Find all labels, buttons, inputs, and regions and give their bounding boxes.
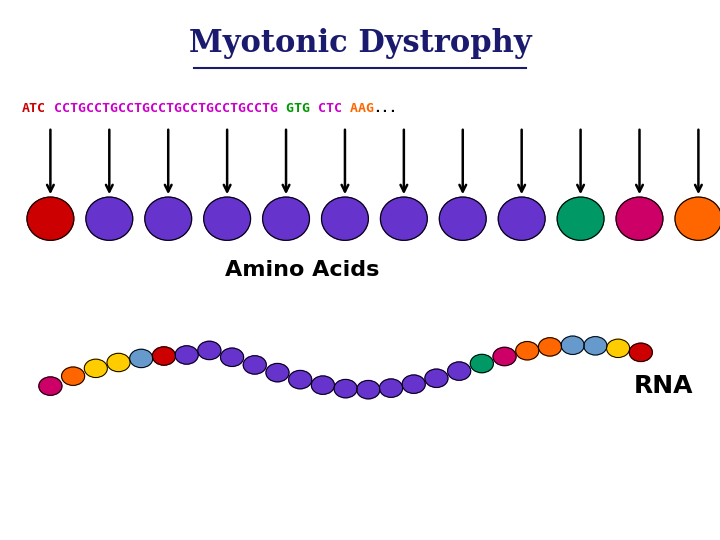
Ellipse shape: [220, 348, 243, 367]
Ellipse shape: [243, 356, 266, 374]
Ellipse shape: [561, 336, 584, 354]
Ellipse shape: [498, 197, 545, 240]
Ellipse shape: [606, 339, 629, 357]
Text: AAG: AAG: [341, 102, 374, 114]
Ellipse shape: [675, 197, 720, 240]
Ellipse shape: [266, 363, 289, 382]
Ellipse shape: [84, 359, 107, 377]
Ellipse shape: [175, 346, 198, 364]
Ellipse shape: [39, 377, 62, 395]
Ellipse shape: [107, 353, 130, 372]
Ellipse shape: [263, 197, 310, 240]
Text: GTG: GTG: [278, 102, 310, 114]
Text: Myotonic Dystrophy: Myotonic Dystrophy: [189, 28, 531, 59]
Text: CTC: CTC: [310, 102, 341, 114]
Ellipse shape: [145, 197, 192, 240]
Ellipse shape: [629, 343, 652, 361]
Ellipse shape: [448, 362, 471, 380]
Ellipse shape: [153, 347, 176, 365]
Ellipse shape: [557, 197, 604, 240]
Text: Amino Acids: Amino Acids: [225, 260, 379, 280]
Ellipse shape: [27, 197, 74, 240]
Ellipse shape: [379, 379, 402, 397]
Ellipse shape: [334, 380, 357, 398]
Text: ...: ...: [374, 102, 397, 114]
Ellipse shape: [204, 197, 251, 240]
Ellipse shape: [130, 349, 153, 368]
Ellipse shape: [539, 338, 562, 356]
Ellipse shape: [402, 375, 426, 393]
Ellipse shape: [322, 197, 369, 240]
Text: RNA: RNA: [634, 374, 693, 398]
Ellipse shape: [380, 197, 427, 240]
Ellipse shape: [425, 369, 448, 387]
Ellipse shape: [439, 197, 486, 240]
Ellipse shape: [289, 370, 312, 389]
Ellipse shape: [198, 341, 221, 360]
Ellipse shape: [357, 381, 380, 399]
Text: CCTGCCTGCCTGCCTGCCTGCCTGCCTG: CCTGCCTGCCTGCCTGCCTGCCTGCCTG: [45, 102, 278, 114]
Ellipse shape: [516, 342, 539, 360]
Ellipse shape: [62, 367, 85, 386]
Ellipse shape: [493, 347, 516, 366]
Ellipse shape: [616, 197, 663, 240]
Ellipse shape: [584, 336, 607, 355]
Ellipse shape: [311, 376, 334, 394]
Ellipse shape: [86, 197, 132, 240]
Ellipse shape: [470, 354, 493, 373]
Text: ATC: ATC: [22, 102, 45, 114]
